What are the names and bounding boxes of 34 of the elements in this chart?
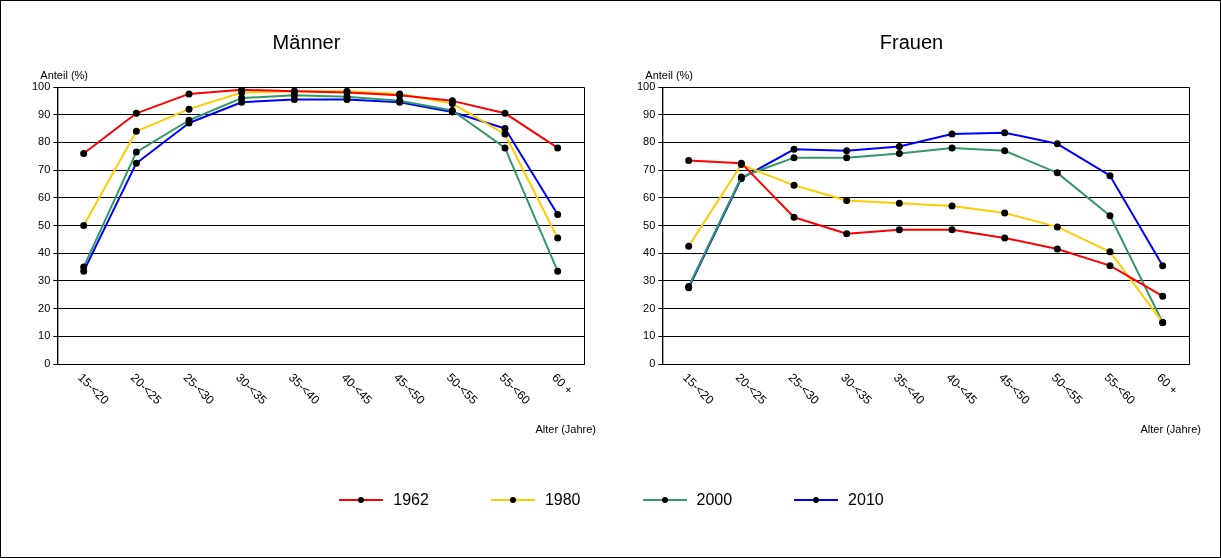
legend-label: 2010 bbox=[848, 491, 884, 509]
y-tick-label: 10 bbox=[38, 329, 51, 342]
y-tick-label: 10 bbox=[643, 329, 656, 342]
legend-label: 2000 bbox=[696, 491, 733, 509]
legend-label: 1962 bbox=[393, 491, 429, 509]
y-tick-label: 80 bbox=[38, 135, 51, 148]
y-tick-label: 30 bbox=[38, 273, 51, 286]
y-tick-label: 0 bbox=[649, 357, 656, 370]
y-tick-label: 80 bbox=[643, 135, 656, 148]
y-tick-label: 0 bbox=[44, 357, 51, 370]
y-tick-label: 60 bbox=[643, 190, 656, 203]
y-tick-label: 90 bbox=[643, 107, 656, 120]
y-tick-label: 50 bbox=[38, 218, 51, 231]
y-tick-label: 40 bbox=[38, 246, 51, 259]
y-tick-label: 70 bbox=[38, 163, 51, 176]
legend-label: 1980 bbox=[544, 491, 581, 509]
y-tick-label: 30 bbox=[643, 273, 656, 286]
y-tick-label: 90 bbox=[38, 107, 51, 120]
x-tick-label: 60 + bbox=[549, 370, 576, 398]
x-axis-title: Alter (Jahre) bbox=[535, 422, 596, 435]
y-tick-label: 20 bbox=[38, 301, 51, 314]
y-tick-label: 20 bbox=[643, 301, 656, 314]
y-tick-label: 60 bbox=[38, 190, 51, 203]
chart-title: Männer bbox=[272, 30, 341, 53]
y-tick-label: 70 bbox=[643, 163, 656, 176]
y-axis-title: Anteil (%) bbox=[40, 68, 89, 81]
y-tick-label: 50 bbox=[643, 218, 656, 231]
x-tick-label: 60 + bbox=[1154, 370, 1181, 398]
y-tick-label: 100 bbox=[31, 80, 51, 93]
x-axis-title: Alter (Jahre) bbox=[1140, 422, 1201, 435]
y-axis-title: Anteil (%) bbox=[645, 68, 694, 81]
chart-title: Frauen bbox=[879, 30, 944, 53]
y-tick-label: 40 bbox=[643, 246, 656, 259]
y-tick-label: 100 bbox=[636, 80, 656, 93]
